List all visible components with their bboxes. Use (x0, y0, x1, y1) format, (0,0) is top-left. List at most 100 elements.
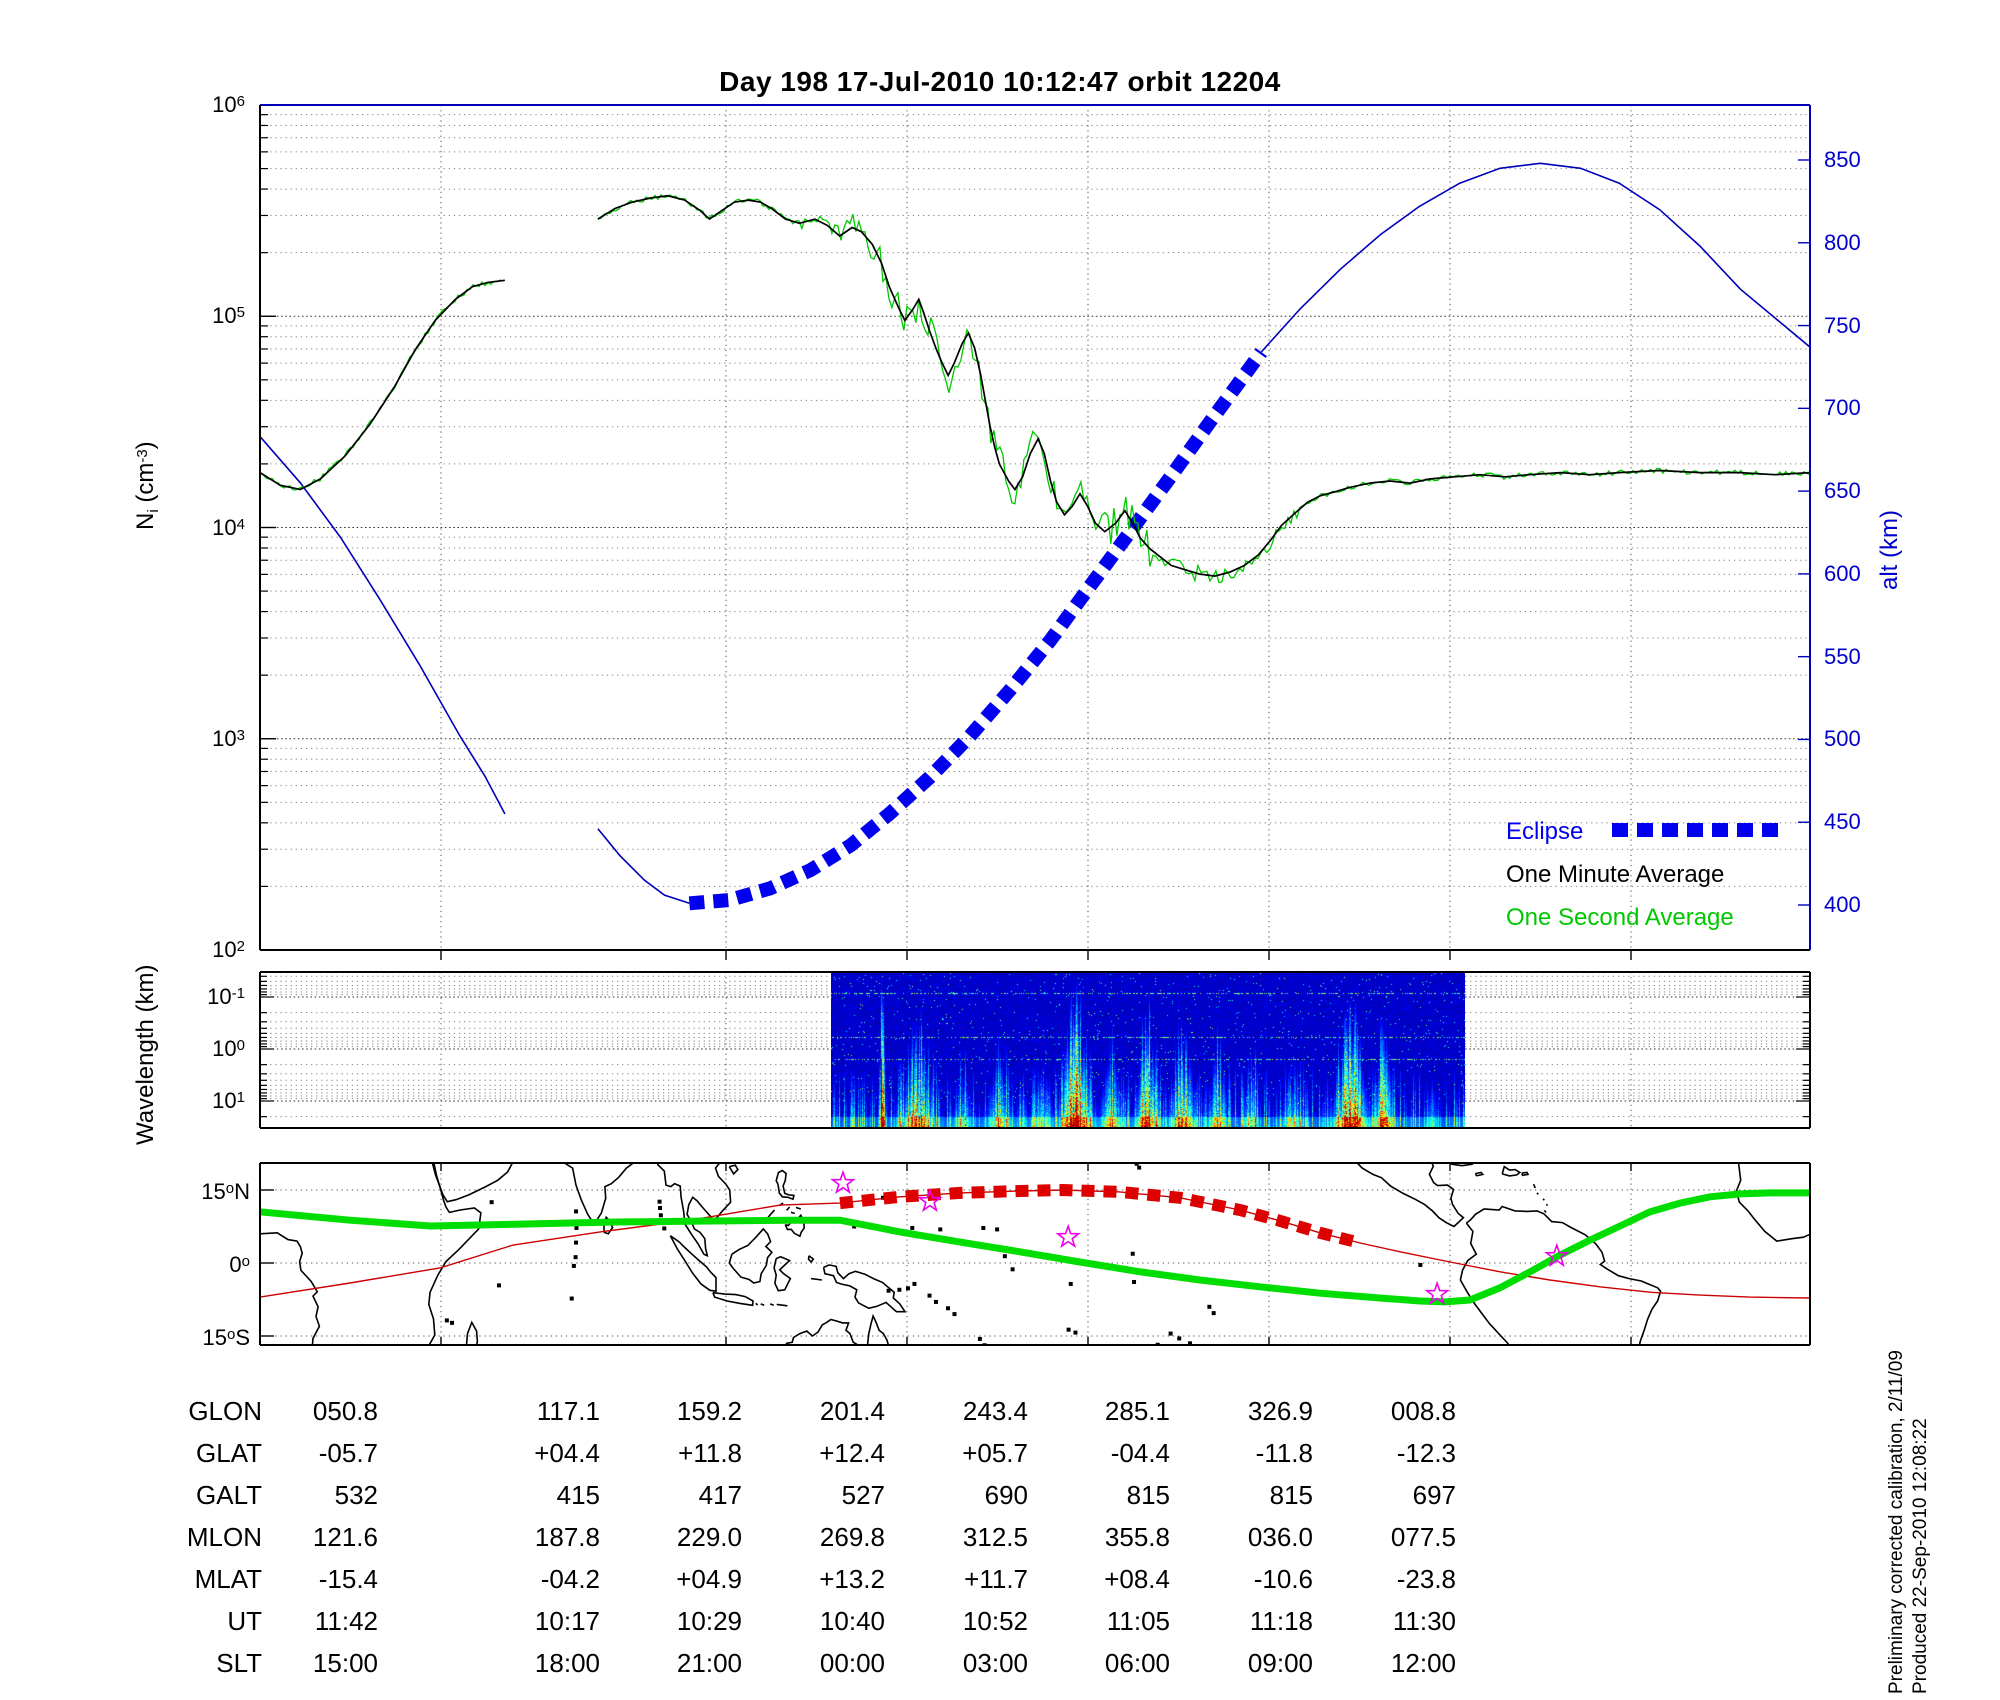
table-cell: 008.8 (1390, 1396, 1456, 1426)
coastline (465, 1320, 479, 1345)
table-cell: 229.0 (676, 1522, 742, 1552)
island-speck (952, 1312, 957, 1317)
table-cell: +04.9 (676, 1564, 742, 1594)
altitude-line (1260, 162, 1810, 353)
island-speck (1188, 1341, 1193, 1345)
density-tick-label: 105 (212, 303, 245, 329)
table-cell: +05.7 (962, 1438, 1028, 1468)
table-cell: 417 (698, 1480, 742, 1510)
coastline (790, 1211, 795, 1215)
table-cell: 10:29 (676, 1606, 742, 1636)
coastline (1465, 1205, 1662, 1345)
coastline (1735, 1163, 1810, 1242)
table-cell: 121.6 (312, 1522, 378, 1552)
coastline (1542, 1198, 1545, 1201)
magnetic-equator-track (260, 1189, 1810, 1306)
coastline (712, 1291, 754, 1307)
island-speck (910, 1225, 915, 1230)
coastline (760, 1303, 765, 1307)
coastline (728, 1164, 739, 1176)
table-cell: 815 (1269, 1480, 1313, 1510)
table-row-label: MLAT (194, 1564, 262, 1594)
table-cell: -23.8 (1396, 1564, 1456, 1594)
table-cell: -15.4 (318, 1564, 378, 1594)
coastline (775, 1169, 795, 1201)
alt-tick-label: 550 (1824, 643, 1861, 669)
eclipse-track-dashes (839, 1183, 1362, 1249)
map-lat-label: 0o (229, 1252, 250, 1277)
table-cell: -04.4 (1110, 1438, 1170, 1468)
alt-tick-label: 800 (1824, 229, 1861, 255)
table-cell: 11:05 (1106, 1606, 1170, 1636)
island-speck (574, 1225, 579, 1230)
island-speck (1066, 1327, 1071, 1332)
table-cell: 201.4 (819, 1396, 885, 1426)
ion-density-one-minute-line (597, 194, 1810, 577)
island-speck (927, 1293, 932, 1298)
island-speck (450, 1320, 455, 1325)
ground-station-star (830, 1169, 856, 1195)
table-cell: 11:18 (1249, 1606, 1313, 1636)
island-speck (1418, 1262, 1423, 1267)
table-cell: 21:00 (676, 1648, 742, 1678)
table-cell: 077.5 (1390, 1522, 1456, 1552)
table-cell: 355.8 (1104, 1522, 1170, 1552)
coastline (728, 1227, 773, 1284)
coastline (773, 1255, 792, 1292)
density-tick-label: 106 (212, 92, 245, 117)
coastline (866, 1313, 890, 1345)
table-cell: +11.7 (964, 1564, 1028, 1594)
alt-tick-label: 700 (1824, 395, 1861, 421)
ground-station-star (1544, 1242, 1570, 1268)
table-cell: -11.8 (1255, 1438, 1313, 1468)
coastline (656, 1163, 732, 1258)
alt-tick-label: 400 (1824, 892, 1861, 917)
table-cell: 697 (1412, 1480, 1456, 1510)
table-cell: 815 (1126, 1480, 1170, 1510)
coastline (807, 1255, 815, 1264)
table-cell: +11.8 (678, 1438, 742, 1468)
density-tick-label: 104 (212, 514, 245, 540)
coastline (1545, 1203, 1549, 1207)
coastline (1536, 1192, 1539, 1195)
table-row-label: GLAT (196, 1438, 262, 1468)
island-speck (574, 1240, 579, 1245)
table-cell: +04.4 (534, 1438, 600, 1468)
altitude-eclipse-dashes (688, 347, 1267, 911)
alt-axis-label: alt (km) (1876, 510, 1903, 590)
table-row-label: SLT (216, 1648, 262, 1678)
table-cell: 527 (841, 1480, 885, 1510)
coastline (427, 1163, 482, 1345)
page-title: Day 198 17-Jul-2010 10:12:47 orbit 12204 (719, 66, 1281, 97)
table-cell: +13.2 (819, 1564, 885, 1594)
table-cell: 326.9 (1247, 1396, 1313, 1426)
table-cell: 18:00 (534, 1648, 600, 1678)
island-speck (1134, 1163, 1139, 1166)
island-speck (571, 1263, 576, 1268)
coastline (755, 1302, 759, 1306)
wavelength-tick-label: 10-1 (207, 984, 245, 1009)
ground-station-star (1055, 1223, 1081, 1249)
island-speck (1002, 1254, 1007, 1259)
coastline (1532, 1183, 1537, 1189)
coastline (1501, 1165, 1522, 1177)
alt-tick-label: 650 (1824, 478, 1861, 504)
island-speck (977, 1336, 982, 1341)
island-speck (881, 1195, 886, 1200)
island-speck (1211, 1311, 1216, 1316)
island-speck (444, 1318, 449, 1323)
island-speck (573, 1255, 578, 1260)
density-tick-label: 102 (212, 937, 245, 962)
island-speck (1168, 1331, 1173, 1336)
coastline (431, 1163, 514, 1203)
ion-density-one-second-line (260, 279, 504, 491)
alt-tick-label: 450 (1824, 809, 1861, 835)
table-cell: 12:00 (1390, 1648, 1456, 1678)
island-speck (658, 1213, 663, 1218)
island-speck (897, 1287, 902, 1292)
spectrogram-heatmap (831, 973, 1465, 1127)
alt-tick-label: 600 (1824, 560, 1861, 586)
island-speck (1130, 1251, 1135, 1256)
coastline (1459, 1222, 1510, 1345)
